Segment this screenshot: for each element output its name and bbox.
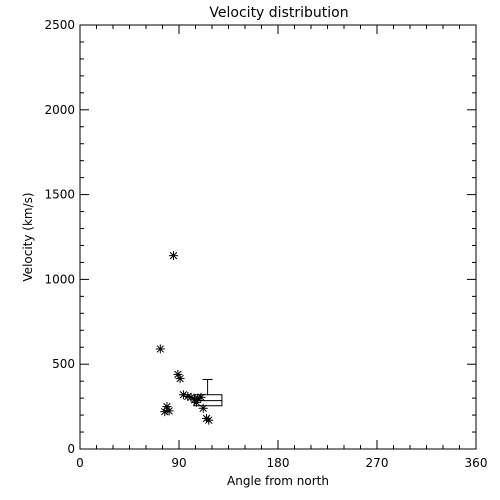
y-axis-label: Velocity (km/s) xyxy=(21,192,35,281)
data-point-stroke xyxy=(199,404,207,413)
x-tick-label: 180 xyxy=(267,456,290,470)
data-point-stroke xyxy=(156,345,165,353)
y-tick-label: 1500 xyxy=(44,188,75,202)
plot-frame xyxy=(79,24,477,450)
data-point-stroke xyxy=(176,374,184,383)
data-point-stroke xyxy=(192,398,201,407)
y-tick-label: 500 xyxy=(52,357,75,371)
scatter-points xyxy=(155,251,214,425)
chart-title: Velocity distribution xyxy=(209,5,348,21)
y-tick-label: 2000 xyxy=(44,103,75,117)
data-point-stroke xyxy=(184,392,192,401)
data-point xyxy=(192,397,202,407)
x-tick-label: 270 xyxy=(366,456,389,470)
y-tick-label: 2500 xyxy=(44,18,75,32)
data-point xyxy=(175,374,185,384)
data-point xyxy=(164,406,174,416)
data-point-stroke xyxy=(165,407,173,415)
data-point-stroke xyxy=(179,390,188,399)
axis-ticks xyxy=(79,24,477,450)
y-tick-label: 1000 xyxy=(44,272,75,286)
data-point xyxy=(204,415,214,425)
data-point xyxy=(160,407,170,417)
y-tick-labels: 0 500 1000 1500 2000 2500 xyxy=(44,18,75,456)
x-tick-label: 0 xyxy=(76,456,84,470)
y-tick-label: 0 xyxy=(67,442,75,456)
x-axis-label: Angle from north xyxy=(227,474,329,488)
data-point-stroke xyxy=(169,251,178,260)
data-point xyxy=(198,403,208,413)
x-tick-label: 360 xyxy=(465,456,488,470)
data-point xyxy=(169,251,178,261)
x-tick-label: 90 xyxy=(171,456,186,470)
data-point-stroke xyxy=(204,416,213,424)
x-tick-labels: 0 90 180 270 360 xyxy=(76,456,487,470)
data-point-stroke xyxy=(174,370,182,379)
data-point xyxy=(178,390,188,400)
data-point xyxy=(155,344,165,354)
box-plot xyxy=(193,378,223,407)
data-point-stroke xyxy=(187,393,195,402)
data-point-stroke xyxy=(160,407,169,416)
